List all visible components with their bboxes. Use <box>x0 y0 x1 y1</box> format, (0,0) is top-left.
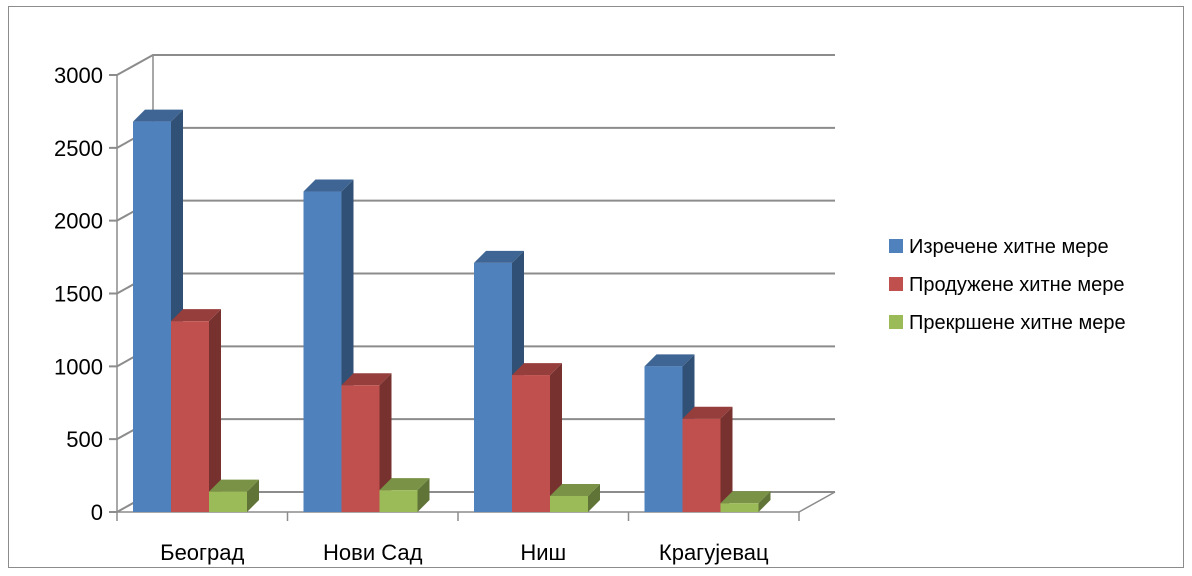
y-tick-label: 1500 <box>54 282 103 307</box>
bar-top <box>550 483 600 496</box>
bar-front <box>209 491 247 512</box>
bar-top <box>512 363 562 376</box>
legend: Изречене хитне мере Продужене хитне мере П… <box>889 236 1126 334</box>
legend-swatch <box>889 315 903 329</box>
y-tick-label: 1000 <box>54 354 103 379</box>
bar-side <box>758 491 771 512</box>
bar-top <box>341 373 392 386</box>
bar-chart: 0 500 1000 1500 2000 2500 3000 Београд Нови Сад… <box>54 54 1126 565</box>
bar <box>550 483 600 512</box>
bars <box>133 109 771 513</box>
y-tick-label: 2000 <box>54 209 103 234</box>
bar <box>341 373 392 512</box>
bar-front <box>379 490 418 512</box>
bar-side <box>417 478 430 512</box>
legend-label: Прекршене хитне мере <box>909 312 1126 334</box>
legend-label: Изречене хитне мере <box>909 236 1109 258</box>
legend-item: Продужене хитне мере <box>889 274 1124 296</box>
bar-top <box>171 309 221 322</box>
x-axis: Београд Нови Сад Ниш Крагујевац <box>116 512 800 565</box>
bar-side <box>247 479 259 512</box>
gridline <box>109 272 835 295</box>
bar-front <box>644 366 683 512</box>
bar-front <box>720 503 759 512</box>
bar-front <box>682 418 721 512</box>
bar-top <box>474 250 524 263</box>
bar <box>682 406 733 512</box>
legend-label: Продужене хитне мере <box>909 274 1124 296</box>
bar-side <box>209 309 221 512</box>
bar <box>209 479 259 512</box>
bar <box>379 478 430 512</box>
legend-item: Изречене хитне мере <box>889 236 1109 258</box>
chart-frame: 0 500 1000 1500 2000 2500 3000 Београд Нови Сад… <box>8 6 1184 568</box>
y-tick-label: 500 <box>66 427 103 452</box>
bar-top <box>209 479 259 492</box>
bar-front <box>171 321 209 512</box>
y-tick-label: 2500 <box>54 136 103 161</box>
y-tick-label: 0 <box>91 500 103 525</box>
bar-top <box>379 478 430 491</box>
x-tick-label: Београд <box>160 540 244 565</box>
bar-top <box>720 491 771 504</box>
bar-side <box>588 483 600 512</box>
bar <box>512 363 562 512</box>
bar <box>720 491 771 512</box>
bar-front <box>303 191 342 513</box>
legend-swatch <box>889 239 903 253</box>
bar-top <box>682 406 733 419</box>
y-axis: 0 500 1000 1500 2000 2500 3000 <box>54 63 103 525</box>
bar-top <box>644 354 695 367</box>
gridline <box>109 126 835 149</box>
gridline <box>109 199 835 222</box>
bar-side <box>379 373 392 512</box>
bar-side <box>550 363 562 512</box>
bar-front <box>474 262 512 512</box>
x-tick-label: Ниш <box>520 540 566 565</box>
legend-swatch <box>889 277 903 291</box>
floor-right-edge <box>798 491 836 513</box>
bar-top <box>303 179 354 192</box>
bar-front <box>133 121 171 512</box>
y-tick-label: 3000 <box>54 63 103 88</box>
legend-item: Прекршене хитне мере <box>889 312 1126 334</box>
bar-top <box>133 109 183 122</box>
x-tick-label: Крагујевац <box>659 540 769 565</box>
gridline <box>109 54 835 76</box>
x-tick-label: Нови Сад <box>323 540 423 565</box>
bar-front <box>512 375 550 512</box>
bar <box>171 309 221 512</box>
bar-side <box>720 406 733 512</box>
bar-front <box>550 495 588 512</box>
bar-front <box>341 385 380 512</box>
